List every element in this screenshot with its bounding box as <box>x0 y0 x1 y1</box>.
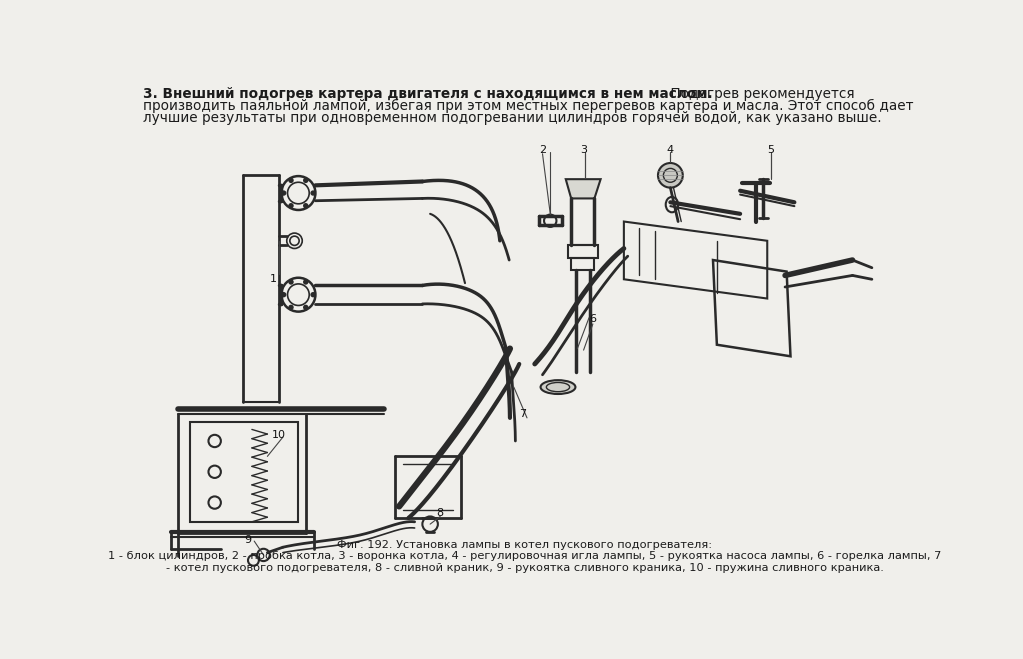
Circle shape <box>310 190 316 196</box>
Text: 4: 4 <box>667 145 674 155</box>
Text: производить паяльной лампой, избегая при этом местных перегревов картера и масла: производить паяльной лампой, избегая при… <box>143 99 914 113</box>
Text: 8: 8 <box>437 507 444 517</box>
Text: 3: 3 <box>580 145 587 155</box>
Circle shape <box>288 304 294 310</box>
Text: 3. Внешний подогрев картера двигателя с находящимся в нем маслом.: 3. Внешний подогрев картера двигателя с … <box>143 87 713 101</box>
Circle shape <box>288 203 294 208</box>
Ellipse shape <box>540 380 575 394</box>
Circle shape <box>281 292 286 297</box>
Text: - котел пускового подогревателя, 8 - сливной краник, 9 - рукоятка сливного крани: - котел пускового подогревателя, 8 - сли… <box>166 563 884 573</box>
Circle shape <box>281 190 286 196</box>
Circle shape <box>310 292 316 297</box>
Bar <box>190 422 299 522</box>
Circle shape <box>288 279 294 285</box>
Circle shape <box>303 279 309 285</box>
Text: 9: 9 <box>244 534 252 544</box>
Text: 1: 1 <box>270 274 277 284</box>
Text: 6: 6 <box>589 314 596 324</box>
Text: 7: 7 <box>520 409 527 419</box>
Text: Фиг. 192. Установка лампы в котел пускового подогревателя:: Фиг. 192. Установка лампы в котел пусков… <box>338 540 712 550</box>
Bar <box>568 244 597 258</box>
Circle shape <box>303 304 309 310</box>
Bar <box>571 258 594 270</box>
Circle shape <box>288 178 294 183</box>
Polygon shape <box>566 179 601 198</box>
Circle shape <box>658 163 682 188</box>
Text: 10: 10 <box>272 430 286 440</box>
Text: лучшие результаты при одновременном подогревании цилиндров горячей водой, как ук: лучшие результаты при одновременном подо… <box>143 111 882 125</box>
Circle shape <box>303 178 309 183</box>
Text: 2: 2 <box>539 145 546 155</box>
Circle shape <box>303 203 309 208</box>
Text: 5: 5 <box>767 145 774 155</box>
Text: Подогрев рекомендуется: Подогрев рекомендуется <box>667 87 855 101</box>
Text: 1 - блок цилиндров, 2 - пробка котла, 3 - воронка котла, 4 - регулировочная игла: 1 - блок цилиндров, 2 - пробка котла, 3 … <box>108 551 941 561</box>
